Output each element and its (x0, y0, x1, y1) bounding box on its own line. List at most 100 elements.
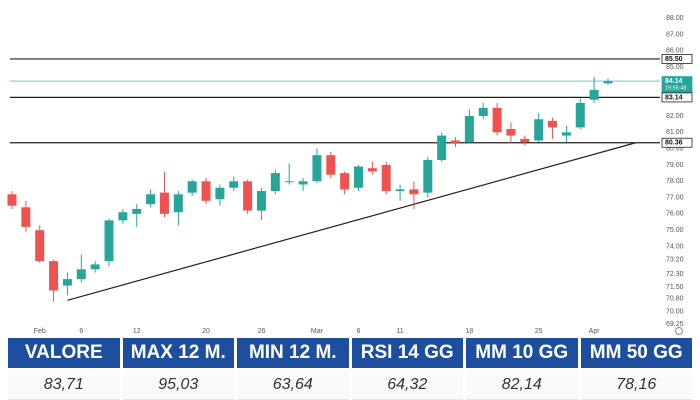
candle-body (76, 269, 86, 280)
table-cell: 64,32 (351, 370, 463, 400)
table-cell: 78,16 (580, 370, 692, 400)
y-tick-label: 75.00 (666, 227, 684, 234)
y-tick-label: 77.00 (666, 194, 684, 201)
candle-body (312, 155, 322, 182)
x-tick-label: Mar (311, 328, 324, 335)
candle-body (62, 279, 72, 286)
candle-body (7, 194, 17, 206)
x-tick-label: 12 (133, 328, 141, 335)
x-tick-label: 6 (357, 328, 361, 335)
candle-body (326, 155, 336, 175)
candle-body (284, 181, 294, 183)
candle-body (187, 181, 197, 193)
x-tick-label: 11 (396, 328, 403, 335)
candle-body (437, 135, 447, 161)
settings-icon[interactable] (675, 327, 683, 335)
candle-body (506, 129, 516, 136)
table-column: MAX 12 M. 95,03 (122, 338, 234, 400)
x-tick-label: Feb (34, 328, 46, 335)
candle-body (520, 138, 530, 143)
y-tick-label: 70.80 (666, 295, 684, 302)
candle-body (49, 261, 59, 291)
x-tick-label: 18 (465, 328, 473, 335)
candle-body (478, 107, 488, 116)
table-column: RSI 14 GG 64,32 (351, 338, 463, 400)
y-tick-label: 69.25 (666, 321, 684, 328)
y-tick-label: 72.30 (666, 271, 684, 278)
candle-body (104, 220, 114, 262)
y-tick-label: 78.00 (666, 178, 684, 185)
candle-body (575, 102, 585, 128)
table-column: MM 10 GG 82,14 (466, 338, 578, 400)
y-tick-label: 71.50 (666, 284, 684, 291)
table-cell: 82,14 (466, 370, 578, 400)
candle-body (340, 173, 350, 190)
candle-body (492, 107, 502, 133)
y-tick-label: 81.00 (666, 129, 684, 136)
y-tick-label: 85.00 (666, 64, 684, 71)
candle-body (35, 230, 45, 262)
candle-body (201, 181, 211, 201)
y-tick-label: 86.00 (666, 48, 684, 55)
level-label: 85.50 (665, 56, 683, 63)
level-countdown: 19:55:48 (665, 86, 686, 92)
candle-body (603, 81, 613, 84)
candle-body (589, 89, 599, 100)
candle-body (215, 187, 225, 200)
candle-body (173, 194, 183, 213)
candle-body (229, 181, 239, 188)
table-cell: 95,03 (122, 370, 234, 400)
level-label: 83.14 (665, 94, 683, 101)
candle-body (21, 207, 31, 227)
candle-body (90, 264, 100, 270)
candle-body (534, 119, 544, 141)
y-tick-label: 73.20 (666, 256, 684, 263)
y-tick-label: 79.00 (666, 162, 684, 169)
table-header: RSI 14 GG (351, 338, 463, 368)
candle-body (270, 173, 280, 192)
table-column: VALORE 83,71 (8, 338, 120, 400)
candle-body (256, 191, 266, 211)
x-tick-label: 26 (258, 328, 266, 335)
x-tick-label: 20 (202, 328, 210, 335)
candle-body (132, 208, 142, 214)
candle-body (548, 120, 558, 128)
x-tick-label: 6 (79, 328, 83, 335)
y-tick-label: 87.00 (666, 31, 684, 38)
y-tick-label: 80.00 (666, 145, 684, 152)
candle-body (381, 164, 391, 192)
candle-body (243, 181, 253, 211)
x-tick-label: 25 (535, 328, 543, 335)
candle-body (298, 181, 308, 185)
candle-body (118, 212, 128, 221)
candle-body (451, 140, 461, 144)
y-tick-label: 88.00 (666, 15, 684, 22)
table-cell: 83,71 (8, 370, 120, 400)
table-column: MIN 12 M. 63,64 (237, 338, 349, 400)
table-header: MIN 12 M. (237, 338, 349, 368)
candle-body (367, 168, 377, 172)
chart: 69.25 70.00 70.80 71.50 72.30 73.20 74.00 75.00… (7, 15, 693, 335)
candle-body (561, 132, 571, 136)
y-tick-label: 76.00 (666, 211, 684, 218)
candle-body (409, 189, 419, 195)
level-tag (661, 54, 693, 64)
trendline (67, 142, 636, 301)
table-header: MM 10 GG (466, 338, 578, 368)
x-tick-label: Apr (589, 328, 601, 335)
candle-body (464, 116, 474, 143)
candle-body (423, 160, 433, 193)
candle-body (395, 189, 405, 192)
table-header: MAX 12 M. (122, 338, 234, 368)
table-column: MM 50 GG 78,16 (580, 338, 692, 400)
level-tag (661, 137, 693, 148)
candle-body (354, 166, 363, 188)
level-label: 84.14 (665, 78, 683, 85)
table-cell: 63,64 (237, 370, 349, 400)
candle-body (159, 192, 169, 214)
candle-body (146, 194, 156, 205)
table-header: VALORE (8, 338, 120, 368)
stats-table: VALORE 83,71 MAX 12 M. 95,03 MIN 12 M. 63,64 R… (8, 338, 692, 400)
table-header: MM 50 GG (580, 338, 692, 368)
